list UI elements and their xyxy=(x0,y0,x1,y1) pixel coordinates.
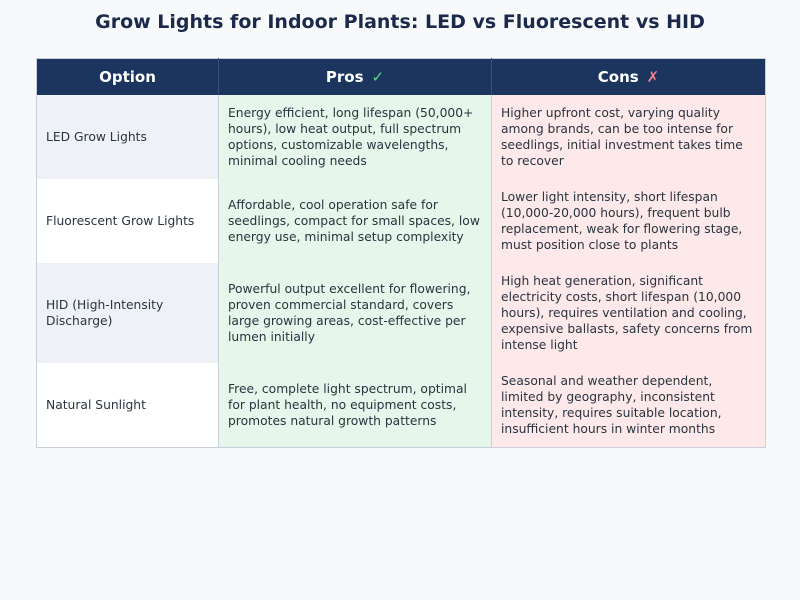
table-row: HID (High-Intensity Discharge) Powerful … xyxy=(36,263,766,363)
table-row: LED Grow Lights Energy efficient, long l… xyxy=(36,95,766,179)
comparison-table: Option Pros ✓ Cons ✗ LED Grow Lights Energ… xyxy=(36,58,766,448)
header-option-label: Option xyxy=(99,68,156,86)
header-option: Option xyxy=(36,58,219,95)
cons-cell: Lower light intensity, short lifespan (1… xyxy=(491,179,766,263)
table-row: Fluorescent Grow Lights Affordable, cool… xyxy=(36,179,766,263)
pros-cell: Energy efficient, long lifespan (50,000+… xyxy=(218,95,492,179)
check-icon: ✓ xyxy=(371,68,385,86)
header-cons: Cons ✗ xyxy=(491,58,766,95)
option-cell: LED Grow Lights xyxy=(36,95,219,179)
option-cell: Fluorescent Grow Lights xyxy=(36,179,219,263)
option-cell: Natural Sunlight xyxy=(36,363,219,447)
pros-cell: Free, complete light spectrum, optimal f… xyxy=(218,363,492,447)
header-pros-label: Pros xyxy=(325,68,364,86)
page-title: Grow Lights for Indoor Plants: LED vs Fl… xyxy=(95,11,705,33)
table-header-row: Option Pros ✓ Cons ✗ xyxy=(36,58,766,95)
table-row: Natural Sunlight Free, complete light sp… xyxy=(36,363,766,447)
cross-icon: ✗ xyxy=(646,68,660,86)
cons-cell: Seasonal and weather dependent, limited … xyxy=(491,363,766,447)
header-cons-label: Cons xyxy=(597,68,639,86)
pros-cell: Affordable, cool operation safe for seed… xyxy=(218,179,492,263)
option-cell: HID (High-Intensity Discharge) xyxy=(36,263,219,363)
cons-cell: High heat generation, significant electr… xyxy=(491,263,766,363)
header-pros: Pros ✓ xyxy=(218,58,492,95)
pros-cell: Powerful output excellent for flowering,… xyxy=(218,263,492,363)
cons-cell: Higher upfront cost, varying quality amo… xyxy=(491,95,766,179)
